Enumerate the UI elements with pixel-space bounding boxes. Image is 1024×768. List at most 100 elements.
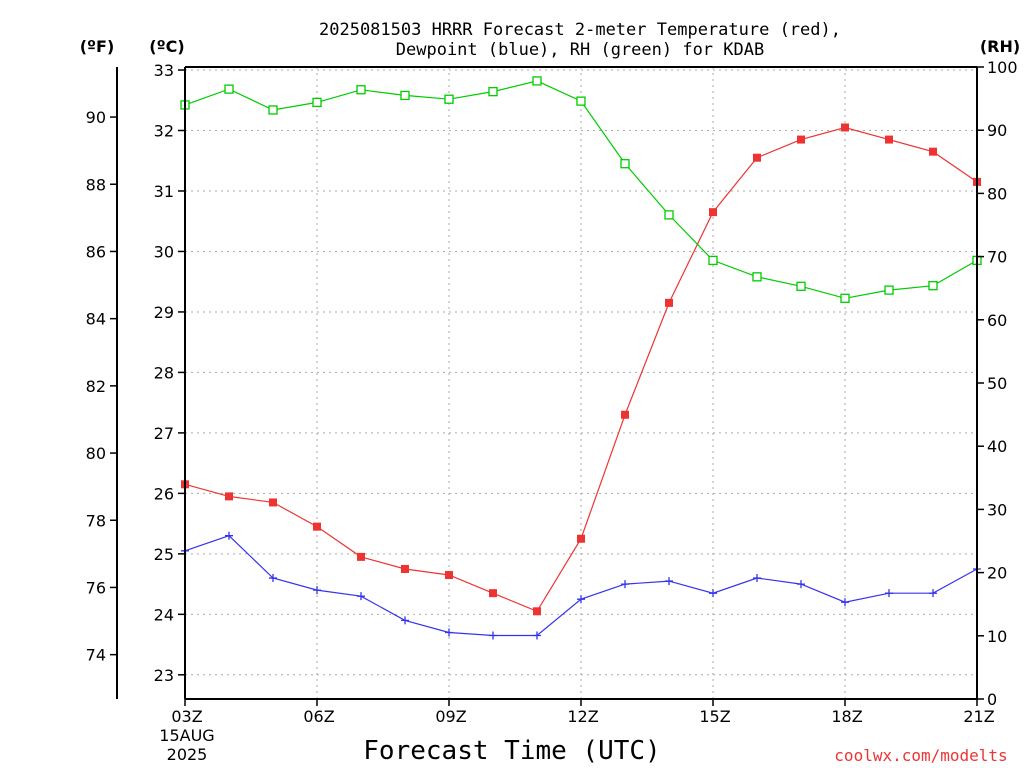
temperature-point: [709, 208, 717, 217]
rh-tick-label: 0: [987, 690, 997, 709]
temperature-point: [665, 298, 673, 307]
rh-tick-label: 60: [987, 311, 1007, 330]
fahrenheit-tick-label: 84: [86, 310, 106, 329]
series-rh: [180, 76, 982, 303]
rh-point: [884, 285, 894, 295]
temperature-point: [269, 498, 277, 507]
rh-point: [928, 281, 938, 291]
chart-title-line-2: Dewpoint (blue), RH (green) for KDAB: [396, 40, 764, 60]
rh-point: [840, 293, 850, 303]
x-axis-title: Forecast Time (UTC): [363, 736, 660, 766]
dewpoint-point: [885, 589, 893, 598]
dewpoint-point: [621, 580, 629, 589]
axes: 23 24 25 26 27 28 29 30 31 32 33 74 76 78 80 82 84 86 88 90…: [86, 58, 1018, 709]
series-dewpoint: [181, 531, 981, 640]
celsius-tick-label: 32: [154, 122, 174, 141]
dewpoint-point: [313, 586, 321, 595]
temperature-point: [577, 534, 585, 543]
dewpoint-point: [841, 598, 849, 607]
rh-tick-label: 10: [987, 627, 1007, 646]
celsius-tick-label: 23: [154, 666, 174, 685]
dewpoint-point: [269, 574, 277, 583]
temperature-point: [841, 123, 849, 132]
rh-point: [796, 281, 806, 291]
dewpoint-point: [753, 574, 761, 583]
rh-point: [576, 96, 586, 106]
series-layer: [180, 76, 982, 640]
credit-text: coolwx.com/modelts: [834, 746, 1007, 765]
celsius-tick-label: 26: [154, 484, 174, 503]
fahrenheit-tick-label: 76: [86, 578, 106, 597]
rh-point: [488, 86, 498, 97]
celsius-unit-label: (ºC): [149, 37, 184, 56]
celsius-tick-label: 29: [154, 303, 174, 322]
temperature-point: [357, 552, 365, 561]
rh-point: [312, 97, 322, 108]
dewpoint-point: [709, 589, 717, 598]
dewpoint-point: [445, 628, 453, 637]
x-tick-label: 09Z: [435, 707, 466, 726]
celsius-tick-label: 25: [154, 545, 174, 564]
rh-point: [356, 85, 366, 95]
dewpoint-point: [533, 631, 541, 640]
celsius-tick-label: 28: [154, 363, 174, 382]
temperature-point: [225, 492, 233, 501]
dewpoint-point: [797, 580, 805, 589]
series-temperature: [181, 123, 981, 616]
temperature-point: [621, 410, 629, 419]
dewpoint-point: [577, 595, 585, 604]
temperature-point: [401, 564, 409, 573]
rh-point: [664, 210, 674, 220]
rh-point: [268, 105, 278, 115]
x-tick-label: 06Z: [303, 707, 334, 726]
rh-point: [444, 94, 454, 104]
rh-tick-label: 20: [987, 564, 1007, 583]
rh-tick-label: 70: [987, 248, 1007, 267]
fahrenheit-tick-label: 88: [86, 175, 106, 194]
rh-tick-label: 40: [987, 437, 1007, 456]
temperature-point: [797, 135, 805, 144]
temperature-point: [753, 153, 761, 162]
rh-tick-label: 80: [987, 184, 1007, 203]
dewpoint-point: [357, 592, 365, 601]
dewpoint-point: [225, 531, 233, 540]
x-tick-label: 21Z: [963, 707, 994, 726]
celsius-tick-label: 27: [154, 424, 174, 443]
x-tick-label: 12Z: [567, 707, 598, 726]
dewpoint-point: [929, 589, 937, 598]
dewpoint-point: [665, 577, 673, 586]
celsius-tick-label: 33: [154, 61, 174, 80]
fahrenheit-tick-label: 78: [86, 511, 106, 530]
rh-tick-label: 30: [987, 500, 1007, 519]
rh-tick-label: 50: [987, 374, 1007, 393]
dewpoint-point: [489, 631, 497, 640]
rh-point: [400, 90, 410, 101]
celsius-tick-label: 30: [154, 242, 174, 261]
chart-title-line-1: 2025081503 HRRR Forecast 2-meter Tempera…: [319, 20, 841, 40]
temperature-point: [929, 147, 937, 156]
date-label-day: 15AUG: [159, 726, 214, 745]
title: 2025081503 HRRR Forecast 2-meter Tempera…: [319, 20, 841, 60]
rh-point: [532, 76, 542, 86]
celsius-tick-label: 24: [154, 605, 174, 624]
fahrenheit-tick-label: 80: [86, 444, 106, 463]
temperature-point: [533, 607, 541, 616]
rh-tick-label: 90: [987, 121, 1007, 140]
fahrenheit-tick-label: 90: [86, 108, 106, 127]
rh-point: [708, 255, 718, 266]
x-tick-label: 03Z: [171, 707, 202, 726]
rh-point: [752, 272, 762, 282]
rh-tick-label: 100: [987, 58, 1018, 77]
fahrenheit-tick-label: 86: [86, 242, 106, 261]
x-tick-label: 18Z: [831, 707, 862, 726]
gridlines: [184, 67, 978, 699]
temperature-point: [313, 522, 321, 531]
temperature-point: [885, 135, 893, 144]
fahrenheit-tick-label: 82: [86, 377, 106, 396]
date-label-year: 2025: [167, 745, 208, 764]
x-tick-labels: 03Z 06Z 09Z 12Z 15Z 18Z 21Z: [171, 707, 994, 726]
dewpoint-point: [401, 616, 409, 625]
celsius-tick-label: 31: [154, 182, 174, 201]
fahrenheit-unit-label: (ºF): [80, 37, 115, 56]
